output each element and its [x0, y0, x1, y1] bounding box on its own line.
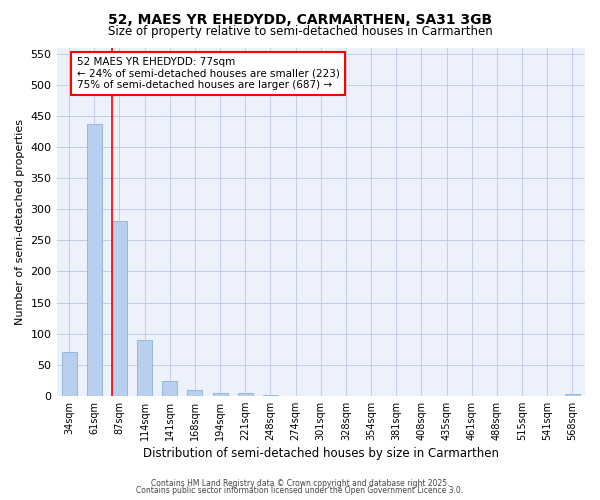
Text: Size of property relative to semi-detached houses in Carmarthen: Size of property relative to semi-detach…: [107, 25, 493, 38]
Bar: [62, 352, 77, 396]
Bar: [263, 395, 278, 396]
Bar: [238, 394, 253, 396]
Text: 52, MAES YR EHEDYDD, CARMARTHEN, SA31 3GB: 52, MAES YR EHEDYDD, CARMARTHEN, SA31 3G…: [108, 12, 492, 26]
Text: Contains HM Land Registry data © Crown copyright and database right 2025.: Contains HM Land Registry data © Crown c…: [151, 478, 449, 488]
Bar: [187, 390, 202, 396]
X-axis label: Distribution of semi-detached houses by size in Carmarthen: Distribution of semi-detached houses by …: [143, 447, 499, 460]
Text: Contains public sector information licensed under the Open Government Licence 3.: Contains public sector information licen…: [136, 486, 464, 495]
Y-axis label: Number of semi-detached properties: Number of semi-detached properties: [15, 118, 25, 324]
Bar: [162, 381, 178, 396]
Bar: [565, 394, 580, 396]
Bar: [137, 340, 152, 396]
Bar: [112, 221, 127, 396]
Text: 52 MAES YR EHEDYDD: 77sqm
← 24% of semi-detached houses are smaller (223)
75% of: 52 MAES YR EHEDYDD: 77sqm ← 24% of semi-…: [77, 57, 340, 90]
Bar: [212, 392, 227, 396]
Bar: [87, 124, 102, 396]
